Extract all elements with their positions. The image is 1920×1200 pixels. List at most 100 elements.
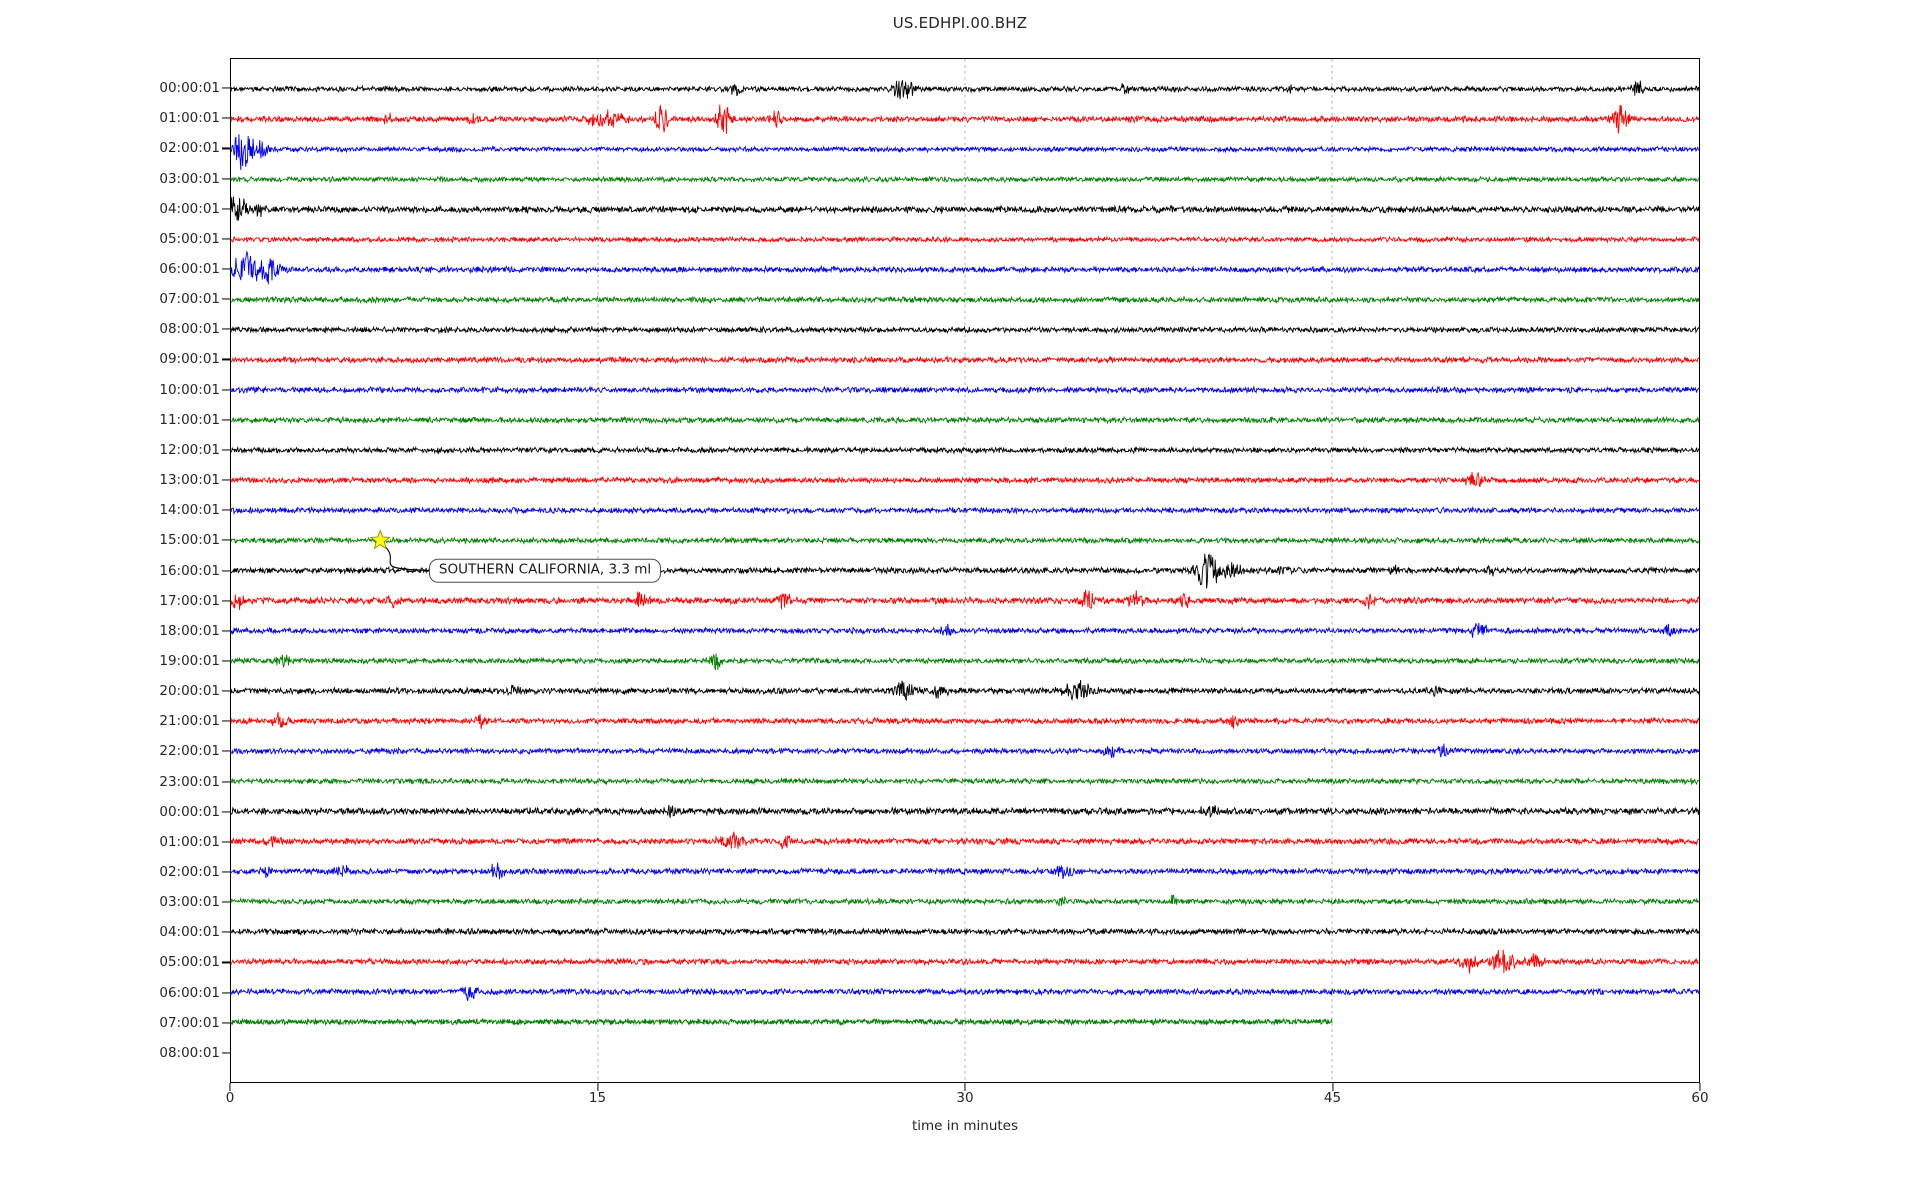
y-tick-label: 00:00:01: [159, 80, 220, 97]
seismic-trace: [231, 986, 1699, 1002]
y-tick-mark: [222, 871, 230, 873]
seismic-trace: [231, 680, 1699, 702]
seismic-trace: [231, 589, 1699, 611]
y-tick-mark: [222, 509, 230, 511]
seismic-trace: [231, 536, 1699, 545]
y-tick-label: 05:00:01: [159, 954, 220, 971]
y-tick-mark: [222, 479, 230, 481]
x-tick-mark: [596, 1083, 599, 1091]
x-tick-label: 30: [956, 1090, 974, 1106]
y-tick-mark: [222, 750, 230, 752]
y-tick-label: 03:00:01: [159, 170, 220, 187]
y-tick-label: 00:00:01: [159, 803, 220, 820]
seismic-trace: [231, 175, 1699, 184]
y-tick-label: 09:00:01: [159, 351, 220, 368]
x-tick-label: 60: [1691, 1090, 1709, 1106]
y-tick-label: 12:00:01: [159, 441, 220, 458]
seismic-trace: [231, 862, 1699, 880]
y-tick-label: 20:00:01: [159, 683, 220, 700]
x-tick-mark: [964, 1083, 966, 1091]
y-tick-label: 04:00:01: [159, 924, 220, 941]
y-tick-mark: [222, 1022, 230, 1024]
y-tick-mark: [222, 238, 230, 240]
y-tick-mark: [222, 419, 230, 421]
seismic-trace: [231, 445, 1699, 455]
seismic-trace: [231, 831, 1699, 850]
y-tick-mark: [222, 901, 230, 903]
seismic-trace: [231, 894, 1699, 907]
y-tick-label: 15:00:01: [159, 532, 220, 549]
earthquake-star-icon: [369, 529, 391, 550]
y-tick-label: 17:00:01: [159, 592, 220, 609]
y-tick-mark: [222, 630, 230, 632]
seismic-trace: [231, 712, 1699, 730]
y-tick-mark: [222, 720, 230, 722]
seismic-trace: [231, 926, 1699, 937]
y-tick-mark: [222, 841, 230, 843]
y-tick-mark: [222, 660, 230, 662]
seismic-trace: [231, 196, 1699, 221]
page-title: US.EDHPI.00.BHZ: [892, 14, 1028, 32]
y-tick-mark: [222, 992, 230, 994]
y-tick-mark: [222, 690, 230, 692]
seismic-trace: [231, 325, 1699, 335]
y-tick-label: 14:00:01: [159, 502, 220, 519]
y-tick-label: 07:00:01: [159, 1014, 220, 1031]
y-tick-label: 02:00:01: [159, 863, 220, 880]
earthquake-annotation-label: SOUTHERN CALIFORNIA, 3.3 ml: [428, 558, 662, 583]
y-tick-label: 08:00:01: [159, 321, 220, 338]
y-tick-label: 06:00:01: [159, 984, 220, 1001]
seismic-trace: [231, 235, 1699, 244]
seismic-trace: [231, 776, 1699, 786]
x-tick-label: 0: [225, 1090, 235, 1106]
y-tick-mark: [222, 358, 230, 361]
y-tick-label: 11:00:01: [159, 411, 220, 428]
annotation-leader-line: [379, 542, 432, 572]
y-tick-mark: [222, 147, 230, 149]
y-tick-mark: [222, 961, 230, 963]
y-tick-mark: [222, 449, 230, 451]
seismic-trace: [231, 295, 1699, 305]
y-tick-label: 06:00:01: [159, 261, 220, 278]
y-tick-mark: [222, 600, 230, 602]
traces-canvas: [231, 59, 1699, 1082]
y-tick-label: 08:00:01: [159, 1044, 220, 1061]
y-tick-label: 05:00:01: [159, 230, 220, 247]
x-tick-mark: [1699, 1083, 1701, 1091]
seismic-trace: [231, 415, 1699, 425]
y-tick-mark: [222, 569, 230, 572]
y-tick-mark: [222, 328, 230, 330]
y-tick-mark: [222, 389, 230, 391]
seismic-trace: [231, 505, 1699, 516]
y-tick-label: 21:00:01: [159, 713, 220, 730]
y-tick-mark: [222, 87, 230, 89]
seismic-trace: [231, 653, 1699, 671]
seismic-trace: [231, 949, 1699, 974]
x-tick-label: 45: [1323, 1090, 1342, 1106]
y-tick-label: 03:00:01: [159, 894, 220, 911]
y-tick-label: 18:00:01: [159, 622, 220, 639]
seismic-trace: [231, 250, 1699, 285]
y-tick-label: 10:00:01: [159, 381, 220, 398]
y-tick-mark: [222, 208, 230, 210]
y-tick-label: 19:00:01: [159, 652, 220, 669]
y-tick-mark: [222, 931, 230, 933]
x-axis-label: time in minutes: [911, 1118, 1019, 1134]
y-tick-label: 16:00:01: [159, 562, 220, 579]
seismic-trace: [231, 355, 1699, 365]
y-tick-mark: [222, 1052, 230, 1054]
y-tick-label: 02:00:01: [159, 140, 220, 157]
y-tick-label: 04:00:01: [159, 200, 220, 217]
y-tick-mark: [222, 117, 230, 119]
y-tick-label: 22:00:01: [159, 743, 220, 760]
seismic-trace: [231, 1017, 1333, 1027]
seismic-trace: [231, 471, 1699, 487]
y-tick-label: 23:00:01: [159, 773, 220, 790]
y-tick-label: 01:00:01: [159, 833, 220, 850]
y-tick-mark: [222, 539, 230, 541]
x-tick-mark: [1331, 1083, 1334, 1091]
seismic-trace: [231, 385, 1699, 395]
seismic-trace: [231, 622, 1699, 638]
y-tick-mark: [222, 811, 230, 813]
